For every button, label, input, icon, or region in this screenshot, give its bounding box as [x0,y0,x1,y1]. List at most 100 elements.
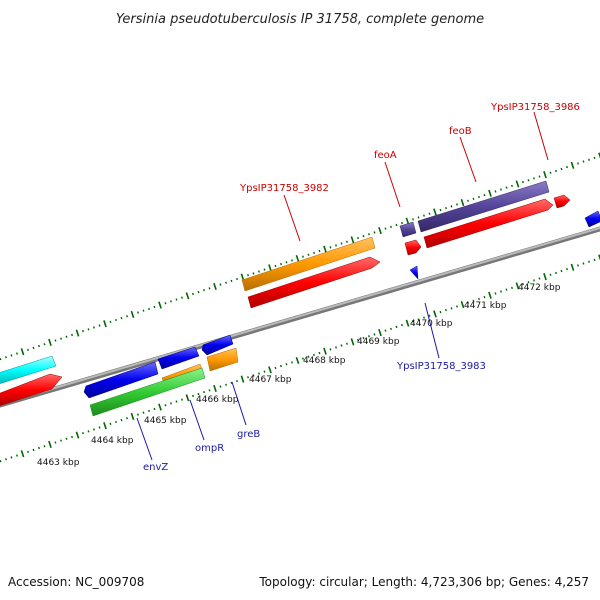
minor-tick [98,426,101,429]
minor-tick [456,305,458,308]
minor-tick [126,315,128,318]
gene-cyan[interactable] [0,355,57,384]
minor-tick [318,249,321,253]
major-tick [185,394,190,402]
gene-green-envZ[interactable] [89,367,206,417]
gene-label-greB[interactable]: greB [237,429,260,440]
minor-tick [280,262,282,266]
tick-label: 4470 kbp [410,319,453,329]
minor-tick [522,180,524,184]
minor-tick [538,175,541,178]
minor-tick [274,264,277,268]
minor-tick [192,394,194,398]
minor-tick [197,392,200,396]
gene-red-left[interactable] [0,373,63,406]
minor-tick [307,253,310,256]
gene-label-envZ[interactable]: envZ [143,462,168,473]
minor-tick [472,197,475,201]
major-tick [48,440,52,448]
minor-tick [384,329,387,332]
accession-text: Accession: NC_009708 [8,575,144,589]
minor-tick [164,302,167,305]
minor-tick [153,305,156,309]
minor-tick [236,277,238,281]
major-tick [130,412,135,420]
major-tick [515,180,520,188]
minor-tick [566,165,568,169]
tick-label: 4469 kbp [357,337,400,347]
minor-tick [362,336,365,340]
minor-tick [38,446,40,450]
gene-blue-far-right[interactable] [584,210,600,228]
gene-labels: YpsIP31758_3986 feoB feoA YpsIP31758_398… [143,102,580,473]
major-tick [75,329,80,337]
gene-label-feoA[interactable]: feoA [374,150,397,161]
major-tick [213,282,217,291]
minor-tick [109,422,112,426]
tick-label: 4472 kbp [518,283,561,293]
minor-tick [384,227,387,230]
gene-purple-feoB[interactable] [417,180,550,233]
minor-tick [43,343,46,346]
minor-tick [582,160,585,163]
gene-blue-envZ[interactable] [83,361,159,399]
major-tick [75,431,80,439]
gene-red-feoB[interactable] [423,198,554,249]
major-tick [460,301,465,309]
gene-red-3982[interactable] [247,256,381,309]
major-tick [158,403,162,411]
minor-tick [593,258,596,262]
minor-tick [417,216,420,219]
minor-tick [549,171,552,174]
tick-label: 4465 kbp [144,416,187,426]
gene-purple-feoA[interactable] [399,221,417,238]
gene-label-YpsIP31758_3986[interactable]: YpsIP31758_3986 [490,102,580,113]
major-tick [213,384,217,393]
major-tick [598,152,600,159]
tick-label: 4468 kbp [303,356,346,366]
major-tick [295,356,300,365]
gene-blue-greB[interactable] [201,334,234,356]
major-tick [48,338,52,346]
minor-tick [208,287,211,290]
minor-tick [577,162,579,165]
minor-tick [483,295,486,299]
gene-label-YpsIP31758_3982[interactable]: YpsIP31758_3982 [239,183,329,194]
lower-strand-genes [83,334,239,417]
minor-tick [582,262,585,265]
major-tick [20,450,25,458]
gene-orange-3982[interactable] [241,236,376,292]
forward-strand-genes [0,180,550,384]
gene-blue-ompR[interactable] [157,346,200,370]
minor-tick [423,214,425,217]
gene-blue-3983[interactable] [409,265,419,280]
gene-label-feoB[interactable]: feoB [449,126,472,137]
minor-tick [27,348,29,352]
gene-red-3986[interactable] [553,194,571,209]
gene-red-feoA[interactable] [404,239,422,256]
minor-tick [93,326,95,329]
gene-label-YpsIP31758_3983[interactable]: YpsIP31758_3983 [396,361,486,372]
minor-tick [247,376,249,379]
minor-tick [368,335,370,338]
major-tick [185,292,190,300]
minor-tick [450,307,453,310]
major-tick [350,338,355,346]
minor-tick [390,225,392,229]
minor-tick [247,274,249,277]
gene-orange-greB[interactable] [206,347,239,372]
minor-tick [302,357,304,360]
tick-label: 4466 kbp [196,395,239,405]
minor-tick [164,404,167,407]
mid-strand-genes [0,194,600,406]
minor-tick [313,251,315,255]
minor-tick [445,308,447,312]
minor-tick [373,231,376,234]
major-tick [598,254,600,261]
minor-tick [511,286,513,290]
minor-tick [148,409,150,413]
minor-tick [170,402,172,405]
gene-label-ompR[interactable]: ompR [195,443,224,454]
minor-tick [10,456,13,459]
major-tick [130,310,135,318]
